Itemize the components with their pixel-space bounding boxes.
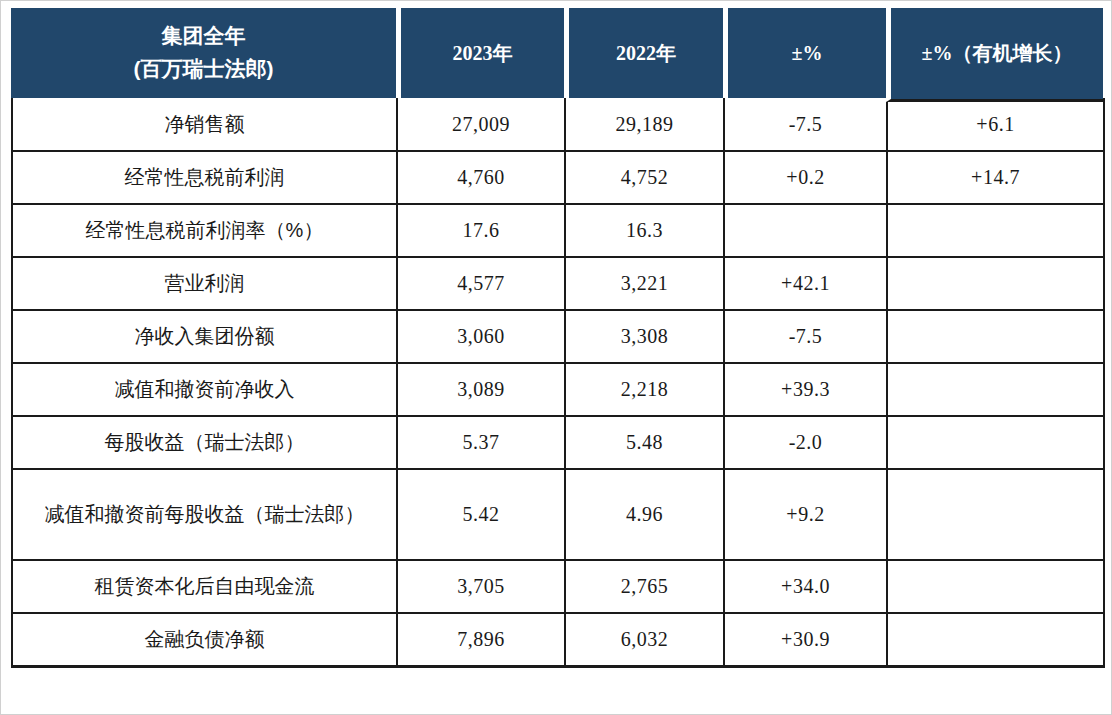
value-2023-cell: 4,577 (397, 257, 565, 310)
value-2022-cell: 3,221 (565, 257, 724, 310)
organic-pct-cell (887, 560, 1104, 613)
value-2023-cell: 17.6 (397, 204, 565, 257)
row-label-cell: 减值和撤资前净收入 (12, 363, 397, 416)
row-label-cell: 净销售额 (12, 98, 397, 151)
value-2023-cell: 5.37 (397, 416, 565, 469)
value-2022-cell: 2,218 (565, 363, 724, 416)
table-row: 净收入集团份额3,0603,308-7.5 (12, 310, 1104, 363)
value-2023-cell: 4,760 (397, 151, 565, 204)
organic-pct-cell (887, 257, 1104, 310)
value-2022-cell: 5.48 (565, 416, 724, 469)
header-cell-2023: 2023年 (396, 8, 564, 98)
financial-summary-table: 集团全年 (百万瑞士法郎) 2023年 2022年 ±% ±%（有机增长） 净销… (11, 8, 1103, 668)
change-pct-cell: +0.2 (724, 151, 887, 204)
value-2023-cell: 3,089 (397, 363, 565, 416)
table-row: 经常性息税前利润率（%）17.616.3 (12, 204, 1104, 257)
header-cell-change-pct: ±% (723, 8, 886, 98)
header-cell-group-title: 集团全年 (百万瑞士法郎) (11, 8, 396, 98)
organic-pct-cell: +14.7 (887, 151, 1104, 204)
table-row: 减值和撤资前净收入3,0892,218+39.3 (12, 363, 1104, 416)
change-pct-cell: +42.1 (724, 257, 887, 310)
organic-pct-cell: +6.1 (887, 98, 1104, 151)
value-2023-cell: 3,060 (397, 310, 565, 363)
table-row: 减值和撤资前每股收益（瑞士法郎）5.424.96+9.2 (12, 469, 1104, 560)
header-group-title-line1: 集团全年 (162, 20, 246, 53)
change-pct-cell: +30.9 (724, 613, 887, 666)
row-label-cell: 减值和撤资前每股收益（瑞士法郎） (12, 469, 397, 560)
table-header-row: 集团全年 (百万瑞士法郎) 2023年 2022年 ±% ±%（有机增长） (11, 8, 1103, 98)
change-pct-cell: +39.3 (724, 363, 887, 416)
change-pct-cell: +34.0 (724, 560, 887, 613)
value-2022-cell: 16.3 (565, 204, 724, 257)
value-2022-cell: 4,752 (565, 151, 724, 204)
table-row: 每股收益（瑞士法郎）5.375.48-2.0 (12, 416, 1104, 469)
row-label-cell: 每股收益（瑞士法郎） (12, 416, 397, 469)
row-label-cell: 营业利润 (12, 257, 397, 310)
organic-pct-cell (887, 469, 1104, 560)
value-2023-cell: 5.42 (397, 469, 565, 560)
value-2023-cell: 7,896 (397, 613, 565, 666)
organic-pct-cell (887, 310, 1104, 363)
row-label-cell: 经常性息税前利润 (12, 151, 397, 204)
page: { "colors":{ "header_bg":"#21476b", "hea… (0, 0, 1112, 715)
value-2022-cell: 3,308 (565, 310, 724, 363)
row-label-cell: 经常性息税前利润率（%） (12, 204, 397, 257)
change-pct-cell: -7.5 (724, 98, 887, 151)
table-grid: 净销售额27,00929,189-7.5+6.1经常性息税前利润4,7604,7… (11, 98, 1105, 668)
organic-pct-cell (887, 613, 1104, 666)
change-pct-cell: +9.2 (724, 469, 887, 560)
table-row: 净销售额27,00929,189-7.5+6.1 (12, 98, 1104, 151)
organic-pct-cell (887, 416, 1104, 469)
value-2022-cell: 6,032 (565, 613, 724, 666)
value-2022-cell: 4.96 (565, 469, 724, 560)
change-pct-cell: -2.0 (724, 416, 887, 469)
header-group-title-line2: (百万瑞士法郎) (134, 53, 274, 86)
table-body: 净销售额27,00929,189-7.5+6.1经常性息税前利润4,7604,7… (12, 98, 1104, 666)
table-row: 金融负债净额7,8966,032+30.9 (12, 613, 1104, 666)
row-label-cell: 租赁资本化后自由现金流 (12, 560, 397, 613)
header-cell-2022: 2022年 (564, 8, 723, 98)
value-2022-cell: 2,765 (565, 560, 724, 613)
header-cell-organic-pct: ±%（有机增长） (886, 8, 1103, 102)
value-2022-cell: 29,189 (565, 98, 724, 151)
change-pct-cell (724, 204, 887, 257)
table-row: 租赁资本化后自由现金流3,7052,765+34.0 (12, 560, 1104, 613)
table-row: 营业利润4,5773,221+42.1 (12, 257, 1104, 310)
row-label-cell: 净收入集团份额 (12, 310, 397, 363)
table-row: 经常性息税前利润4,7604,752+0.2+14.7 (12, 151, 1104, 204)
row-label-cell: 金融负债净额 (12, 613, 397, 666)
organic-pct-cell (887, 204, 1104, 257)
change-pct-cell: -7.5 (724, 310, 887, 363)
organic-pct-cell (887, 363, 1104, 416)
value-2023-cell: 3,705 (397, 560, 565, 613)
value-2023-cell: 27,009 (397, 98, 565, 151)
